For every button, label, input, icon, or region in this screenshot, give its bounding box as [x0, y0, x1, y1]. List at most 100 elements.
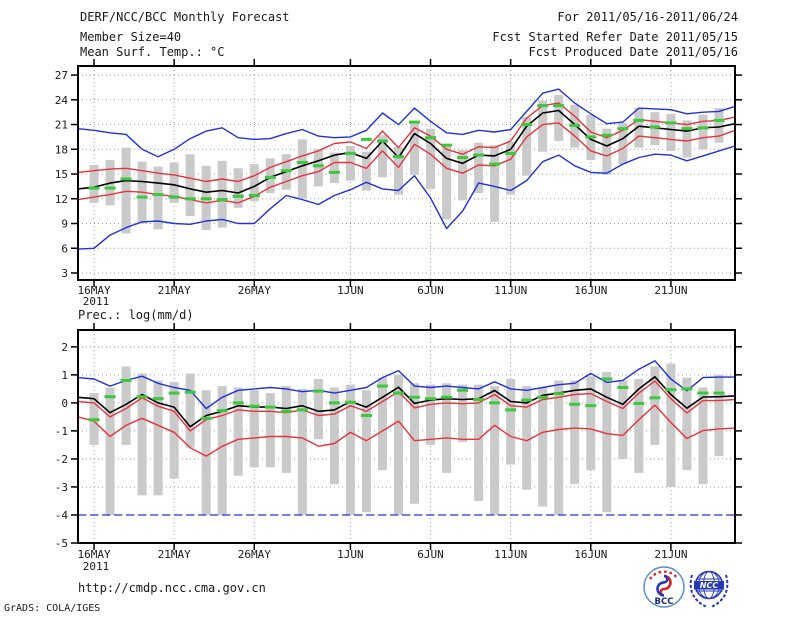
x-tick-label: 16JUN	[574, 284, 607, 297]
member-spread-bar	[714, 108, 724, 143]
observation-dash	[521, 398, 533, 402]
precipitation-chart-axis-ticks	[71, 323, 742, 550]
member-spread-bar	[329, 387, 339, 485]
observation-dash	[457, 156, 469, 160]
observation-dash	[232, 401, 244, 405]
observation-dash	[489, 162, 501, 166]
y-tick-label: -4	[55, 509, 69, 522]
member-spread-bar	[297, 139, 307, 198]
observation-dash	[296, 408, 308, 412]
observation-dash	[553, 392, 565, 396]
member-spread-bar	[554, 380, 564, 515]
x-tick-label: 16MAY	[77, 284, 110, 297]
member-spread-bar	[361, 390, 371, 513]
temperature-chart-axis-ticks	[71, 59, 742, 287]
observation-dash	[537, 104, 549, 108]
member-spread-bar	[265, 158, 275, 193]
member-spread-bar	[602, 372, 612, 513]
x-tick-label: 16MAY	[77, 548, 110, 561]
member-spread-bar	[458, 150, 468, 201]
observation-dash	[328, 170, 340, 174]
member-spread-bar	[393, 146, 403, 195]
temperature-chart-grid	[78, 66, 735, 280]
x-tick-label: 21MAY	[158, 284, 191, 297]
member-spread-bar	[281, 386, 291, 473]
observation-dash	[649, 125, 661, 129]
temperature-chart-axis-labels: 27 24 21 18 15 12 9 6 3 16MAY 21MAY 26MAY 1JUN 6JUN 11…	[55, 69, 688, 308]
observation-dash	[601, 377, 613, 381]
member-spread-bar	[361, 151, 371, 191]
observation-dash	[537, 395, 549, 399]
precipitation-chart-member-spread-bars	[89, 363, 724, 515]
temperature-chart-frame	[77, 65, 736, 281]
member-spread-bar	[458, 384, 468, 443]
observation-dash	[296, 160, 308, 164]
observation-dash	[409, 120, 421, 124]
member-spread-bar	[586, 376, 596, 471]
y-tick-label: 12	[55, 193, 68, 206]
x-tick-label: 11JUN	[494, 548, 527, 561]
observation-dash	[441, 143, 453, 147]
member-spread-bar	[345, 145, 355, 181]
x-tick-label: 26MAY	[238, 284, 271, 297]
observation-dash	[441, 395, 453, 399]
observation-dash	[216, 409, 228, 413]
y-tick-label: 21	[55, 119, 68, 132]
observation-dash	[280, 409, 292, 413]
member-spread-bar	[522, 386, 532, 490]
member-spread-bar	[474, 384, 484, 501]
member-spread-bar	[474, 142, 484, 193]
member-size-label: Member Size=40	[80, 30, 182, 44]
x-tick-label: 21MAY	[158, 548, 191, 561]
observation-dash	[88, 418, 100, 422]
observation-dash	[617, 385, 629, 389]
member-spread-bar	[698, 114, 708, 150]
observation-dash	[585, 135, 597, 139]
member-spread-bar	[169, 381, 179, 479]
member-spread-bar	[682, 377, 692, 471]
page-title: DERF/NCC/BCC Monthly Forecast	[80, 10, 290, 24]
precipitation-chart-observation-dashes	[88, 377, 725, 422]
member-spread-bar	[410, 383, 420, 504]
observation-dash	[569, 402, 581, 406]
y-tick-label: 6	[61, 242, 68, 255]
member-spread-bar	[249, 390, 259, 468]
observation-dash	[312, 164, 324, 168]
observation-dash	[425, 136, 437, 140]
member-spread-bar	[426, 128, 436, 189]
observation-dash	[184, 197, 196, 201]
bcc-logo-text: BCC	[655, 597, 674, 607]
observation-dash	[360, 413, 372, 417]
precipitation-chart-frame	[77, 329, 736, 544]
member-spread-bar	[602, 128, 612, 175]
observation-dash	[649, 396, 661, 400]
observation-dash	[344, 400, 356, 404]
observation-dash	[136, 395, 148, 399]
observation-dash	[681, 127, 693, 131]
observation-dash	[505, 151, 517, 155]
observation-dash	[665, 388, 677, 392]
member-spread-bar	[618, 380, 628, 459]
y-tick-label: 1	[61, 369, 68, 382]
observation-dash	[344, 151, 356, 155]
observation-dash	[713, 118, 725, 122]
member-spread-bar	[698, 387, 708, 485]
observation-dash	[713, 391, 725, 395]
member-spread-bar	[153, 166, 163, 230]
observation-dash	[264, 175, 276, 179]
observation-dash	[232, 194, 244, 198]
member-spread-bar	[618, 122, 628, 165]
observation-dash	[665, 121, 677, 125]
y-tick-label: -1	[55, 425, 68, 438]
member-spread-bar	[217, 386, 227, 515]
observation-dash	[392, 391, 404, 395]
ncc-logo-icon: NCC	[689, 570, 729, 608]
y-tick-label: 24	[55, 94, 69, 107]
observation-dash	[376, 384, 388, 388]
member-spread-bar	[666, 113, 676, 151]
member-spread-bar	[538, 100, 548, 152]
observation-dash	[200, 197, 212, 201]
observation-dash	[152, 193, 164, 197]
observation-dash	[409, 395, 421, 399]
observation-dash	[569, 123, 581, 127]
